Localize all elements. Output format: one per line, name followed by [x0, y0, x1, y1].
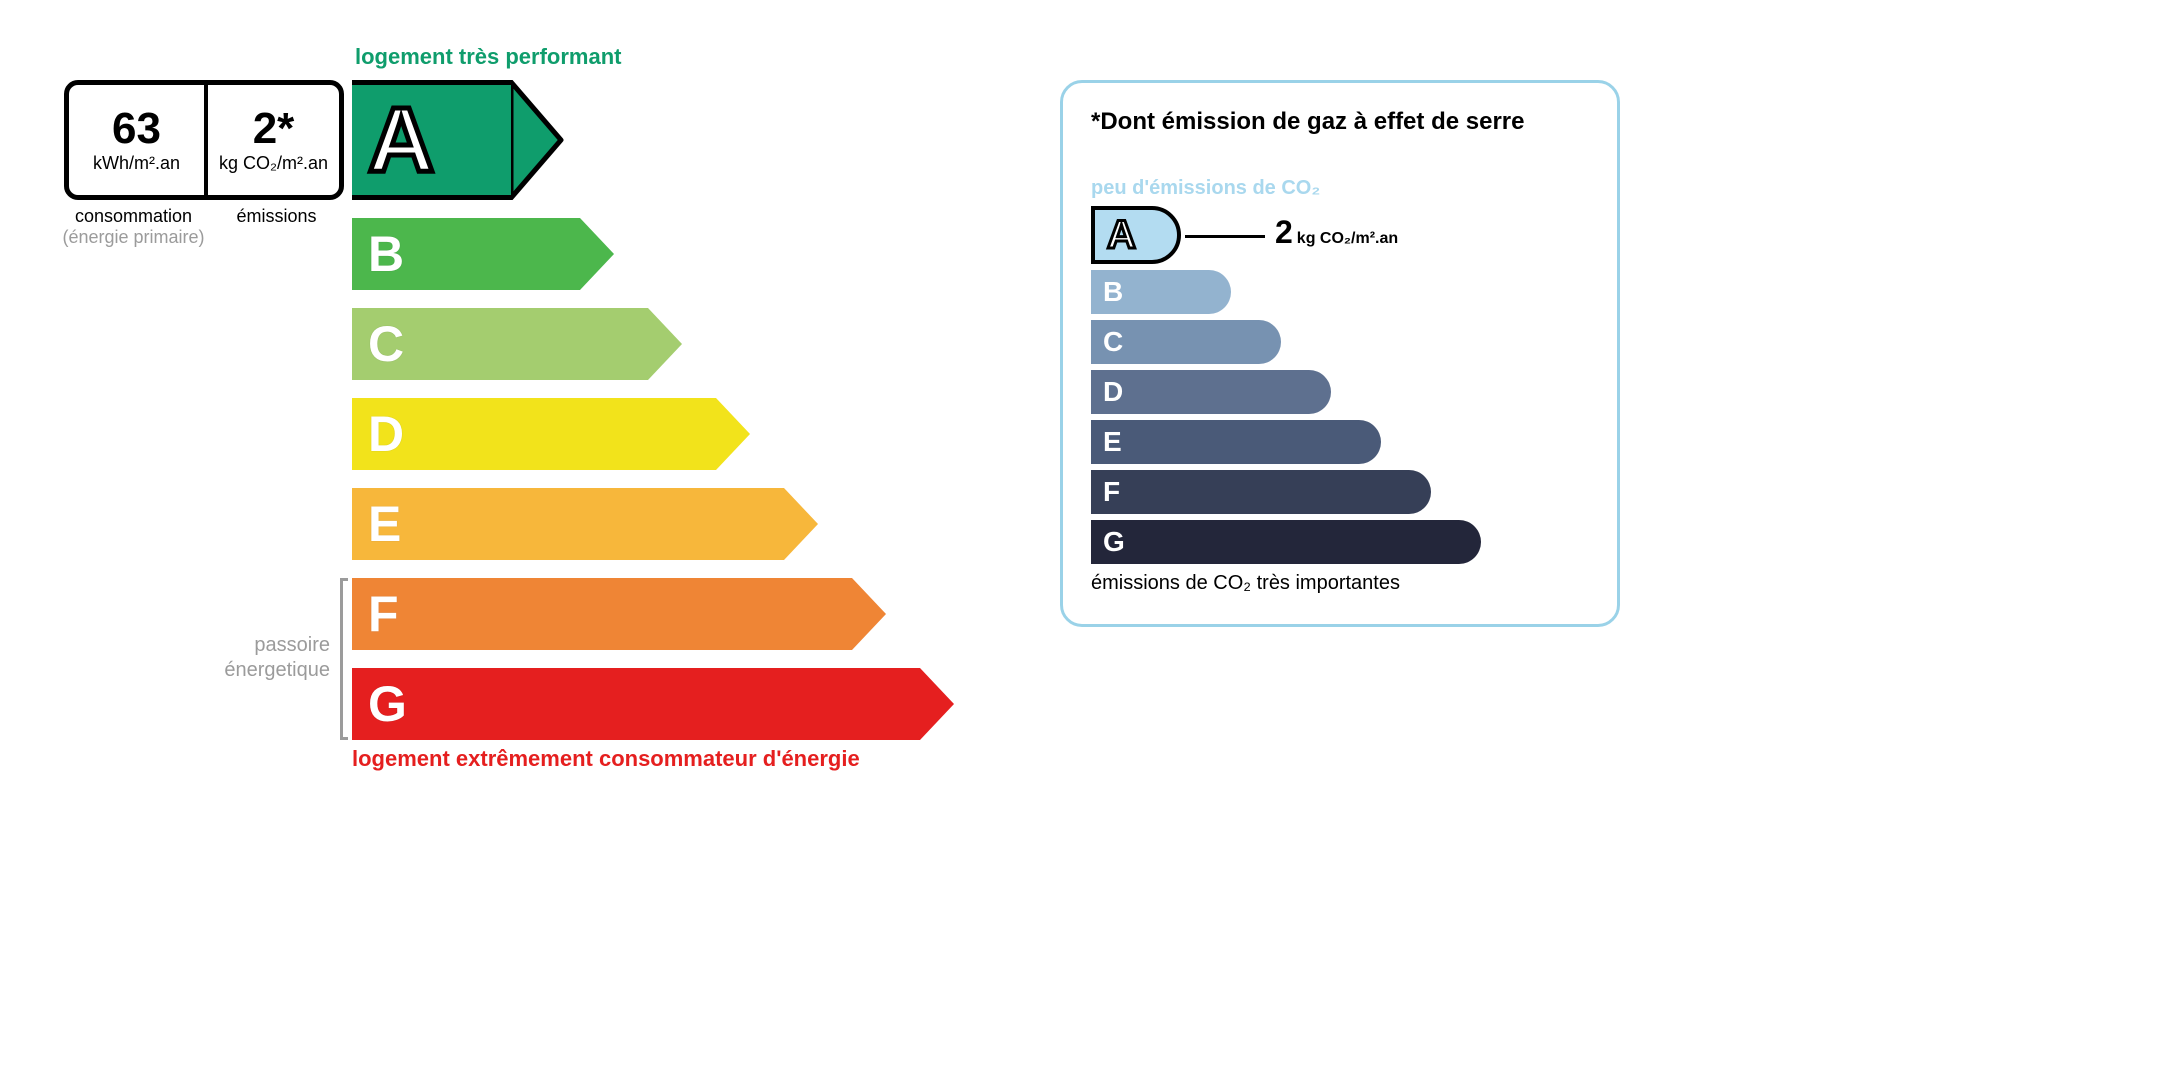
- dpe-bar-letter: E: [368, 499, 401, 549]
- ges-bar-body: C: [1091, 320, 1281, 364]
- emission-label-col: émissions: [205, 206, 348, 248]
- dpe-bar-arrow: D: [352, 398, 750, 470]
- dpe-bar-letter: F: [368, 589, 399, 639]
- ges-bar-G: G: [1091, 520, 1589, 564]
- ges-bar-letter: E: [1103, 426, 1122, 458]
- dpe-bar-arrow: E: [352, 488, 818, 560]
- consumption-cell: 63 kWh/m².an: [69, 85, 204, 195]
- ges-bar-E: E: [1091, 420, 1589, 464]
- ges-pointer-line: [1185, 235, 1265, 238]
- consumption-sublabel: (énergie primaire): [62, 227, 205, 248]
- dpe-bar-arrow: B: [352, 218, 614, 290]
- consumption-unit: kWh/m².an: [93, 153, 180, 174]
- dpe-bar-letter: A: [368, 88, 436, 193]
- ges-bar-body: D: [1091, 370, 1331, 414]
- ges-bar-C: C: [1091, 320, 1589, 364]
- ges-bar-letter: D: [1103, 376, 1123, 408]
- dpe-ges-label: logement très performant 63 kWh/m².an 2*…: [20, 40, 2149, 627]
- dpe-bar-body: C: [352, 308, 648, 380]
- ges-bar-B: B: [1091, 270, 1589, 314]
- dpe-bar-arrow: A: [352, 80, 565, 200]
- ges-bar-A: A 2kg CO₂/m².an: [1091, 206, 1589, 264]
- dpe-bar-tip: [920, 668, 954, 740]
- dpe-bar-arrow: G: [352, 668, 954, 740]
- ges-bar-letter: A: [1107, 213, 1136, 258]
- ges-bottom-label: émissions de CO₂ très importantes: [1091, 570, 1589, 596]
- ges-bar-D: D: [1091, 370, 1589, 414]
- dpe-bar-body: D: [352, 398, 716, 470]
- ges-bar-body: E: [1091, 420, 1381, 464]
- ges-value: 2kg CO₂/m².an: [1275, 214, 1398, 251]
- ges-panel: *Dont émission de gaz à effet de serre p…: [1060, 80, 1620, 627]
- consumption-label: consommation: [62, 206, 205, 227]
- ges-bar-body: G: [1091, 520, 1481, 564]
- ges-bar-F: F: [1091, 470, 1589, 514]
- dpe-bar-letter: B: [368, 229, 404, 279]
- consumption-label-col: consommation (énergie primaire): [62, 206, 205, 248]
- ges-bar-letter: B: [1103, 276, 1123, 308]
- dpe-bar-tip: [648, 308, 682, 380]
- dpe-bar-tip: [511, 80, 565, 200]
- dpe-value-box: 63 kWh/m².an 2* kg CO₂/m².an: [64, 80, 344, 200]
- ges-bar-body: F: [1091, 470, 1431, 514]
- dpe-top-label: logement très performant: [355, 44, 622, 70]
- passoire-bracket: [340, 578, 348, 740]
- dpe-bar-body: A: [352, 80, 512, 200]
- emission-unit: kg CO₂/m².an: [219, 153, 328, 174]
- dpe-bar-tip: [580, 218, 614, 290]
- dpe-sub-labels: consommation (énergie primaire) émission…: [62, 206, 348, 248]
- dpe-bar-tip: [784, 488, 818, 560]
- ges-bar-letter: G: [1103, 526, 1125, 558]
- dpe-bar-body: F: [352, 578, 852, 650]
- dpe-bar-letter: D: [368, 409, 404, 459]
- ges-title: *Dont émission de gaz à effet de serre: [1091, 107, 1589, 137]
- dpe-bar-body: B: [352, 218, 580, 290]
- ges-bar-body: A: [1091, 206, 1181, 264]
- dpe-bar-tip: [716, 398, 750, 470]
- dpe-bar-body: E: [352, 488, 784, 560]
- dpe-bar-arrow: F: [352, 578, 886, 650]
- ges-bar-letter: C: [1103, 326, 1123, 358]
- emission-value: 2*: [253, 107, 295, 151]
- dpe-bar-letter: G: [368, 679, 407, 729]
- dpe-bottom-label: logement extrêmement consommateur d'éner…: [352, 746, 860, 772]
- passoire-label: passoireénergetique: [180, 633, 330, 683]
- dpe-bar-arrow: C: [352, 308, 682, 380]
- emission-cell: 2* kg CO₂/m².an: [204, 85, 339, 195]
- ges-bars: A 2kg CO₂/m².an BCDEFG: [1091, 206, 1589, 564]
- ges-bar-letter: F: [1103, 476, 1120, 508]
- consumption-value: 63: [112, 107, 161, 151]
- dpe-bar-letter: C: [368, 319, 404, 369]
- dpe-bar-tip: [852, 578, 886, 650]
- emission-label: émissions: [205, 206, 348, 227]
- dpe-bar-body: G: [352, 668, 920, 740]
- ges-top-label: peu d'émissions de CO₂: [1091, 177, 1589, 200]
- ges-bar-body: B: [1091, 270, 1231, 314]
